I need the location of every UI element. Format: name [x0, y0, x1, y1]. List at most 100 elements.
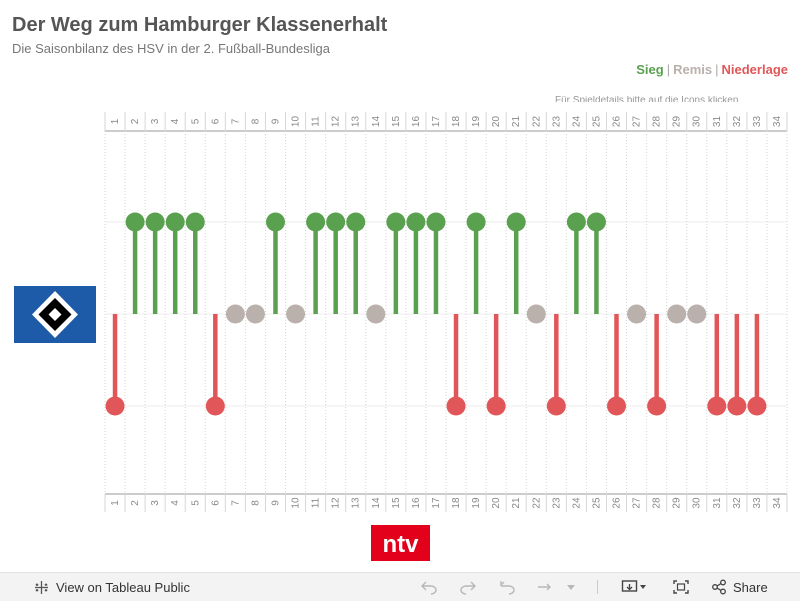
tick-label-top: 14	[371, 116, 382, 128]
chart-subtitle: Die Saisonbilanz des HSV in der 2. Fußba…	[12, 41, 330, 56]
lollipop-marker[interactable]	[286, 304, 306, 324]
tick-label-top: 33	[752, 116, 763, 128]
chart-title: Der Weg zum Hamburger Klassenerhalt	[12, 14, 388, 36]
revert-icon[interactable]	[498, 573, 516, 601]
lollipop-marker[interactable]	[446, 396, 466, 416]
tick-label-bottom: 15	[391, 497, 402, 509]
redo-icon[interactable]	[459, 573, 477, 601]
tick-label-top: 6	[210, 118, 221, 124]
tick-label-bottom: 29	[672, 497, 683, 509]
tick-label-top: 19	[471, 116, 482, 128]
lollipop-marker[interactable]	[185, 212, 205, 232]
tick-label-top: 27	[632, 116, 643, 128]
lollipop-marker[interactable]	[165, 212, 185, 232]
tick-label-bottom: 31	[712, 497, 723, 509]
hsv-logo	[14, 286, 96, 343]
tick-label-top: 23	[551, 116, 562, 128]
lollipop-marker[interactable]	[466, 212, 486, 232]
legend-draw[interactable]: Remis	[673, 62, 713, 77]
lollipop-marker[interactable]	[687, 304, 707, 324]
legend-loss[interactable]: Niederlage	[721, 62, 788, 77]
lollipop-marker[interactable]	[346, 212, 366, 232]
pause-dropdown-icon[interactable]	[566, 573, 576, 601]
lollipop-marker[interactable]	[586, 212, 606, 232]
tick-label-bottom: 9	[271, 500, 282, 506]
tick-label-top: 30	[692, 116, 703, 128]
tick-label-bottom: 26	[612, 497, 623, 509]
legend-win[interactable]: Sieg	[636, 62, 664, 77]
lollipop-marker[interactable]	[386, 212, 406, 232]
tableau-toolbar: View on Tableau Public Share	[0, 572, 800, 601]
ntv-logo-text: ntv	[383, 531, 420, 558]
tick-label-top: 9	[271, 118, 282, 124]
tick-label-bottom: 14	[371, 497, 382, 509]
view-on-tableau-button[interactable]: View on Tableau Public	[34, 573, 190, 601]
toolbar-divider	[597, 580, 598, 594]
share-button[interactable]: Share	[711, 573, 768, 601]
lollipop-marker[interactable]	[225, 304, 245, 324]
tick-label-bottom: 20	[491, 497, 502, 509]
lollipop-marker[interactable]	[125, 212, 145, 232]
tick-label-bottom: 33	[752, 497, 763, 509]
tick-label-top: 15	[391, 116, 402, 128]
tick-label-bottom: 30	[692, 497, 703, 509]
lollipop-marker[interactable]	[727, 396, 747, 416]
lollipop-marker[interactable]	[486, 396, 506, 416]
tick-label-top: 5	[190, 118, 201, 124]
lollipop-marker[interactable]	[566, 212, 586, 232]
lollipop-marker[interactable]	[326, 212, 346, 232]
tick-label-bottom: 10	[291, 497, 302, 509]
tick-label-bottom: 34	[772, 497, 783, 509]
tick-label-bottom: 24	[571, 497, 582, 509]
lollipop-marker[interactable]	[526, 304, 546, 324]
lollipop-marker[interactable]	[266, 212, 285, 232]
results-chart: 1122334455667788991010111112121313141415…	[104, 112, 788, 512]
legend-separator: |	[715, 62, 719, 77]
view-on-tableau-label: View on Tableau Public	[56, 579, 190, 595]
share-icon	[712, 579, 726, 595]
lollipop-marker[interactable]	[667, 304, 687, 324]
lollipop-marker[interactable]	[205, 396, 225, 416]
tick-label-bottom: 4	[170, 500, 181, 506]
lollipop-marker[interactable]	[707, 396, 727, 416]
lollipop-marker[interactable]	[426, 212, 446, 232]
tick-label-top: 13	[351, 116, 362, 128]
tick-label-top: 10	[291, 116, 302, 128]
tick-label-bottom: 23	[551, 497, 562, 509]
tick-label-top: 24	[571, 116, 582, 128]
tick-label-top: 17	[431, 116, 442, 128]
ntv-logo: ntv	[371, 525, 430, 561]
lollipop-marker[interactable]	[546, 396, 566, 416]
lollipop-marker[interactable]	[366, 304, 386, 324]
lollipop-marker[interactable]	[607, 396, 626, 416]
lollipop-marker[interactable]	[747, 396, 767, 416]
lollipop-marker[interactable]	[627, 304, 647, 324]
tick-label-top: 31	[712, 116, 723, 128]
tick-label-top: 25	[591, 116, 602, 128]
lollipop-marker[interactable]	[406, 212, 426, 232]
lollipop-marker[interactable]	[245, 304, 265, 324]
lollipop-marker[interactable]	[647, 396, 667, 416]
tick-label-top: 8	[250, 118, 261, 124]
tick-label-top: 20	[491, 116, 502, 128]
tick-label-bottom: 13	[351, 497, 362, 509]
lollipop-marker[interactable]	[105, 396, 125, 416]
lollipop-marker[interactable]	[145, 212, 165, 232]
tick-label-bottom: 11	[311, 497, 322, 508]
tick-label-top: 32	[732, 116, 743, 128]
tick-label-bottom: 12	[331, 497, 342, 509]
refresh-icon[interactable]	[536, 573, 554, 601]
lollipop-marker[interactable]	[506, 212, 526, 232]
undo-icon[interactable]	[420, 573, 438, 601]
tick-label-top: 1	[110, 118, 121, 124]
download-icon[interactable]	[621, 573, 647, 601]
share-label: Share	[733, 579, 768, 595]
tick-label-bottom: 25	[591, 497, 602, 509]
tick-label-top: 16	[411, 116, 422, 128]
tick-label-bottom: 2	[130, 500, 141, 506]
lollipop-marker[interactable]	[306, 212, 326, 232]
fullscreen-icon[interactable]	[672, 573, 690, 601]
legend-separator: |	[666, 62, 671, 77]
tick-label-bottom: 1	[110, 500, 121, 506]
tableau-icon	[35, 580, 48, 594]
